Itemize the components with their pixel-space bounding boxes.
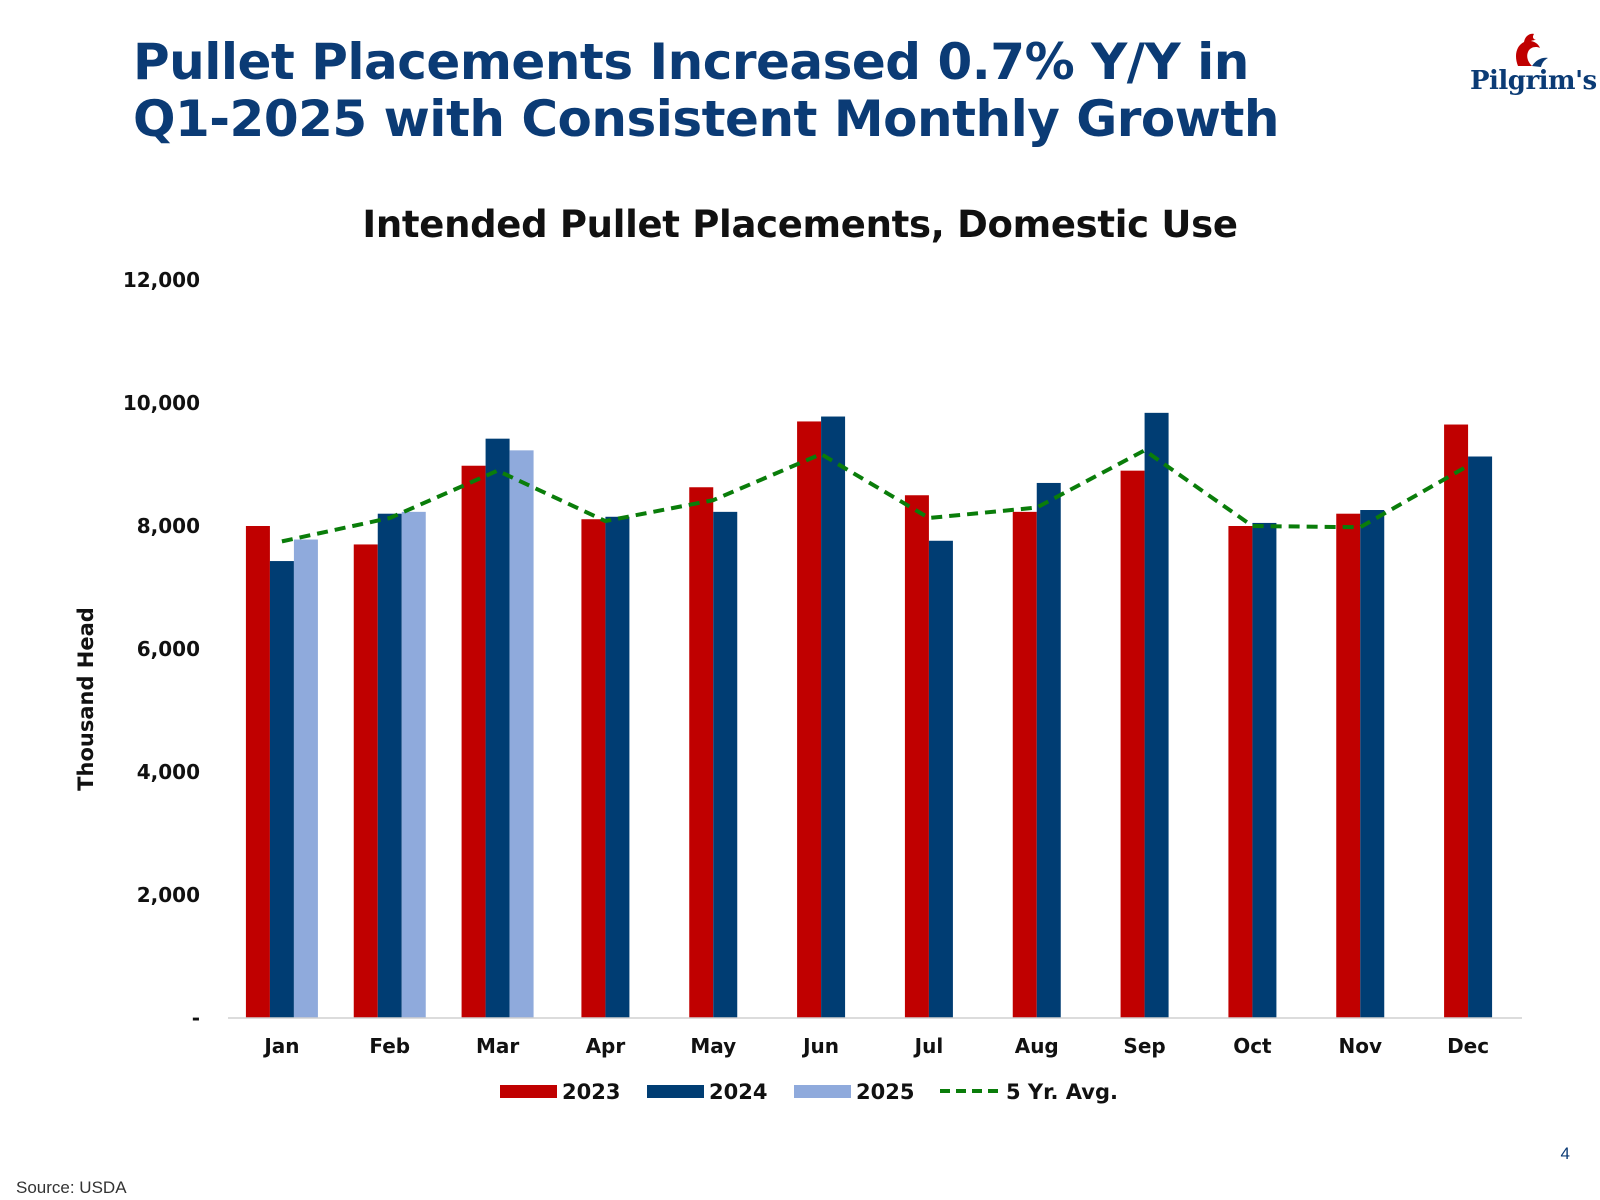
bar-2024-nov xyxy=(1360,510,1385,1018)
legend-label: 2024 xyxy=(709,1080,767,1104)
bar-2024-oct xyxy=(1252,522,1277,1018)
chart-title: Intended Pullet Placements, Domestic Use xyxy=(362,203,1238,246)
y-tick-label: 10,000 xyxy=(123,391,200,415)
y-axis-title: Thousand Head xyxy=(74,607,98,791)
bar-2024-feb xyxy=(377,513,402,1018)
y-tick-label: 6,000 xyxy=(137,637,200,661)
x-tick-label: Feb xyxy=(369,1034,410,1058)
x-tick-label: Apr xyxy=(586,1034,626,1058)
y-axis-labels: - 2,000 4,000 6,000 8,000 10,000 12,000 xyxy=(123,268,200,1030)
bar-2024-jan xyxy=(269,561,294,1018)
avg-line-group xyxy=(281,448,1470,544)
logo-text: Pilgrim's xyxy=(1470,66,1597,96)
bar-2024-apr xyxy=(605,516,630,1018)
legend-label: 2023 xyxy=(562,1080,620,1104)
y-tick-label: 4,000 xyxy=(137,760,200,784)
x-tick-label: Mar xyxy=(476,1034,519,1058)
bar-2024-jul xyxy=(928,540,953,1018)
bar-2023-aug xyxy=(1012,511,1037,1018)
bar-2023-may xyxy=(689,487,714,1018)
bar-2024-may xyxy=(713,511,738,1018)
legend-swatch-2025 xyxy=(794,1085,851,1098)
legend-label: 2025 xyxy=(856,1080,914,1104)
bar-2023-nov xyxy=(1336,513,1361,1018)
source-note: Source: USDA xyxy=(16,1178,127,1197)
x-tick-label: Oct xyxy=(1233,1034,1272,1058)
bar-2023-mar xyxy=(461,465,486,1019)
bar-2024-mar xyxy=(485,438,510,1018)
x-tick-label: Jan xyxy=(262,1034,299,1058)
five-year-average-line xyxy=(281,448,1470,544)
x-tick-label: Sep xyxy=(1123,1034,1165,1058)
bar-2023-apr xyxy=(581,519,606,1018)
bar-2023-sep xyxy=(1120,470,1145,1018)
bar-2024-aug xyxy=(1036,482,1061,1018)
legend-label: 5 Yr. Avg. xyxy=(1006,1080,1118,1104)
x-axis-labels: Jan Feb Mar Apr May Jun Jul Aug Sep Oct Nov Dec xyxy=(262,1034,1489,1058)
bar-2023-dec xyxy=(1444,424,1469,1018)
bar-chart: - 2,000 4,000 6,000 8,000 10,000 12,000 Jan Feb… xyxy=(74,268,1522,1104)
y-tick-label: - xyxy=(192,1006,200,1030)
bar-2023-feb xyxy=(353,544,378,1018)
bar-2023-jul xyxy=(904,495,929,1018)
x-tick-label: Nov xyxy=(1338,1034,1382,1058)
slide-title: Pullet Placements Increased 0.7% Y/Y in … xyxy=(133,33,1279,148)
bar-2025-jan xyxy=(293,539,318,1018)
bar-2025-feb xyxy=(401,511,426,1018)
y-tick-label: 8,000 xyxy=(137,514,200,538)
bar-2023-oct xyxy=(1228,526,1253,1018)
bar-2024-dec xyxy=(1468,456,1493,1018)
bar-2023-jan xyxy=(245,526,270,1018)
x-tick-label: May xyxy=(690,1034,736,1058)
x-tick-label: Jul xyxy=(913,1034,944,1058)
pilgrims-logo: Pilgrim's xyxy=(1470,30,1597,105)
bar-2024-jun xyxy=(821,416,846,1018)
x-tick-label: Jun xyxy=(801,1034,839,1058)
bar-2024-sep xyxy=(1144,412,1169,1019)
bar-2025-mar xyxy=(509,450,534,1019)
legend-swatch-2023 xyxy=(500,1085,557,1098)
y-tick-label: 2,000 xyxy=(137,883,200,907)
page-number: 4 xyxy=(1560,1144,1570,1163)
bars xyxy=(245,412,1493,1019)
bar-2023-jun xyxy=(797,421,822,1018)
x-tick-label: Dec xyxy=(1447,1034,1489,1058)
legend: 2023 2024 2025 5 Yr. Avg. xyxy=(500,1080,1118,1104)
legend-swatch-2024 xyxy=(647,1085,704,1098)
x-tick-label: Aug xyxy=(1015,1034,1059,1058)
rooster-icon xyxy=(1516,33,1548,67)
y-tick-label: 12,000 xyxy=(123,268,200,292)
